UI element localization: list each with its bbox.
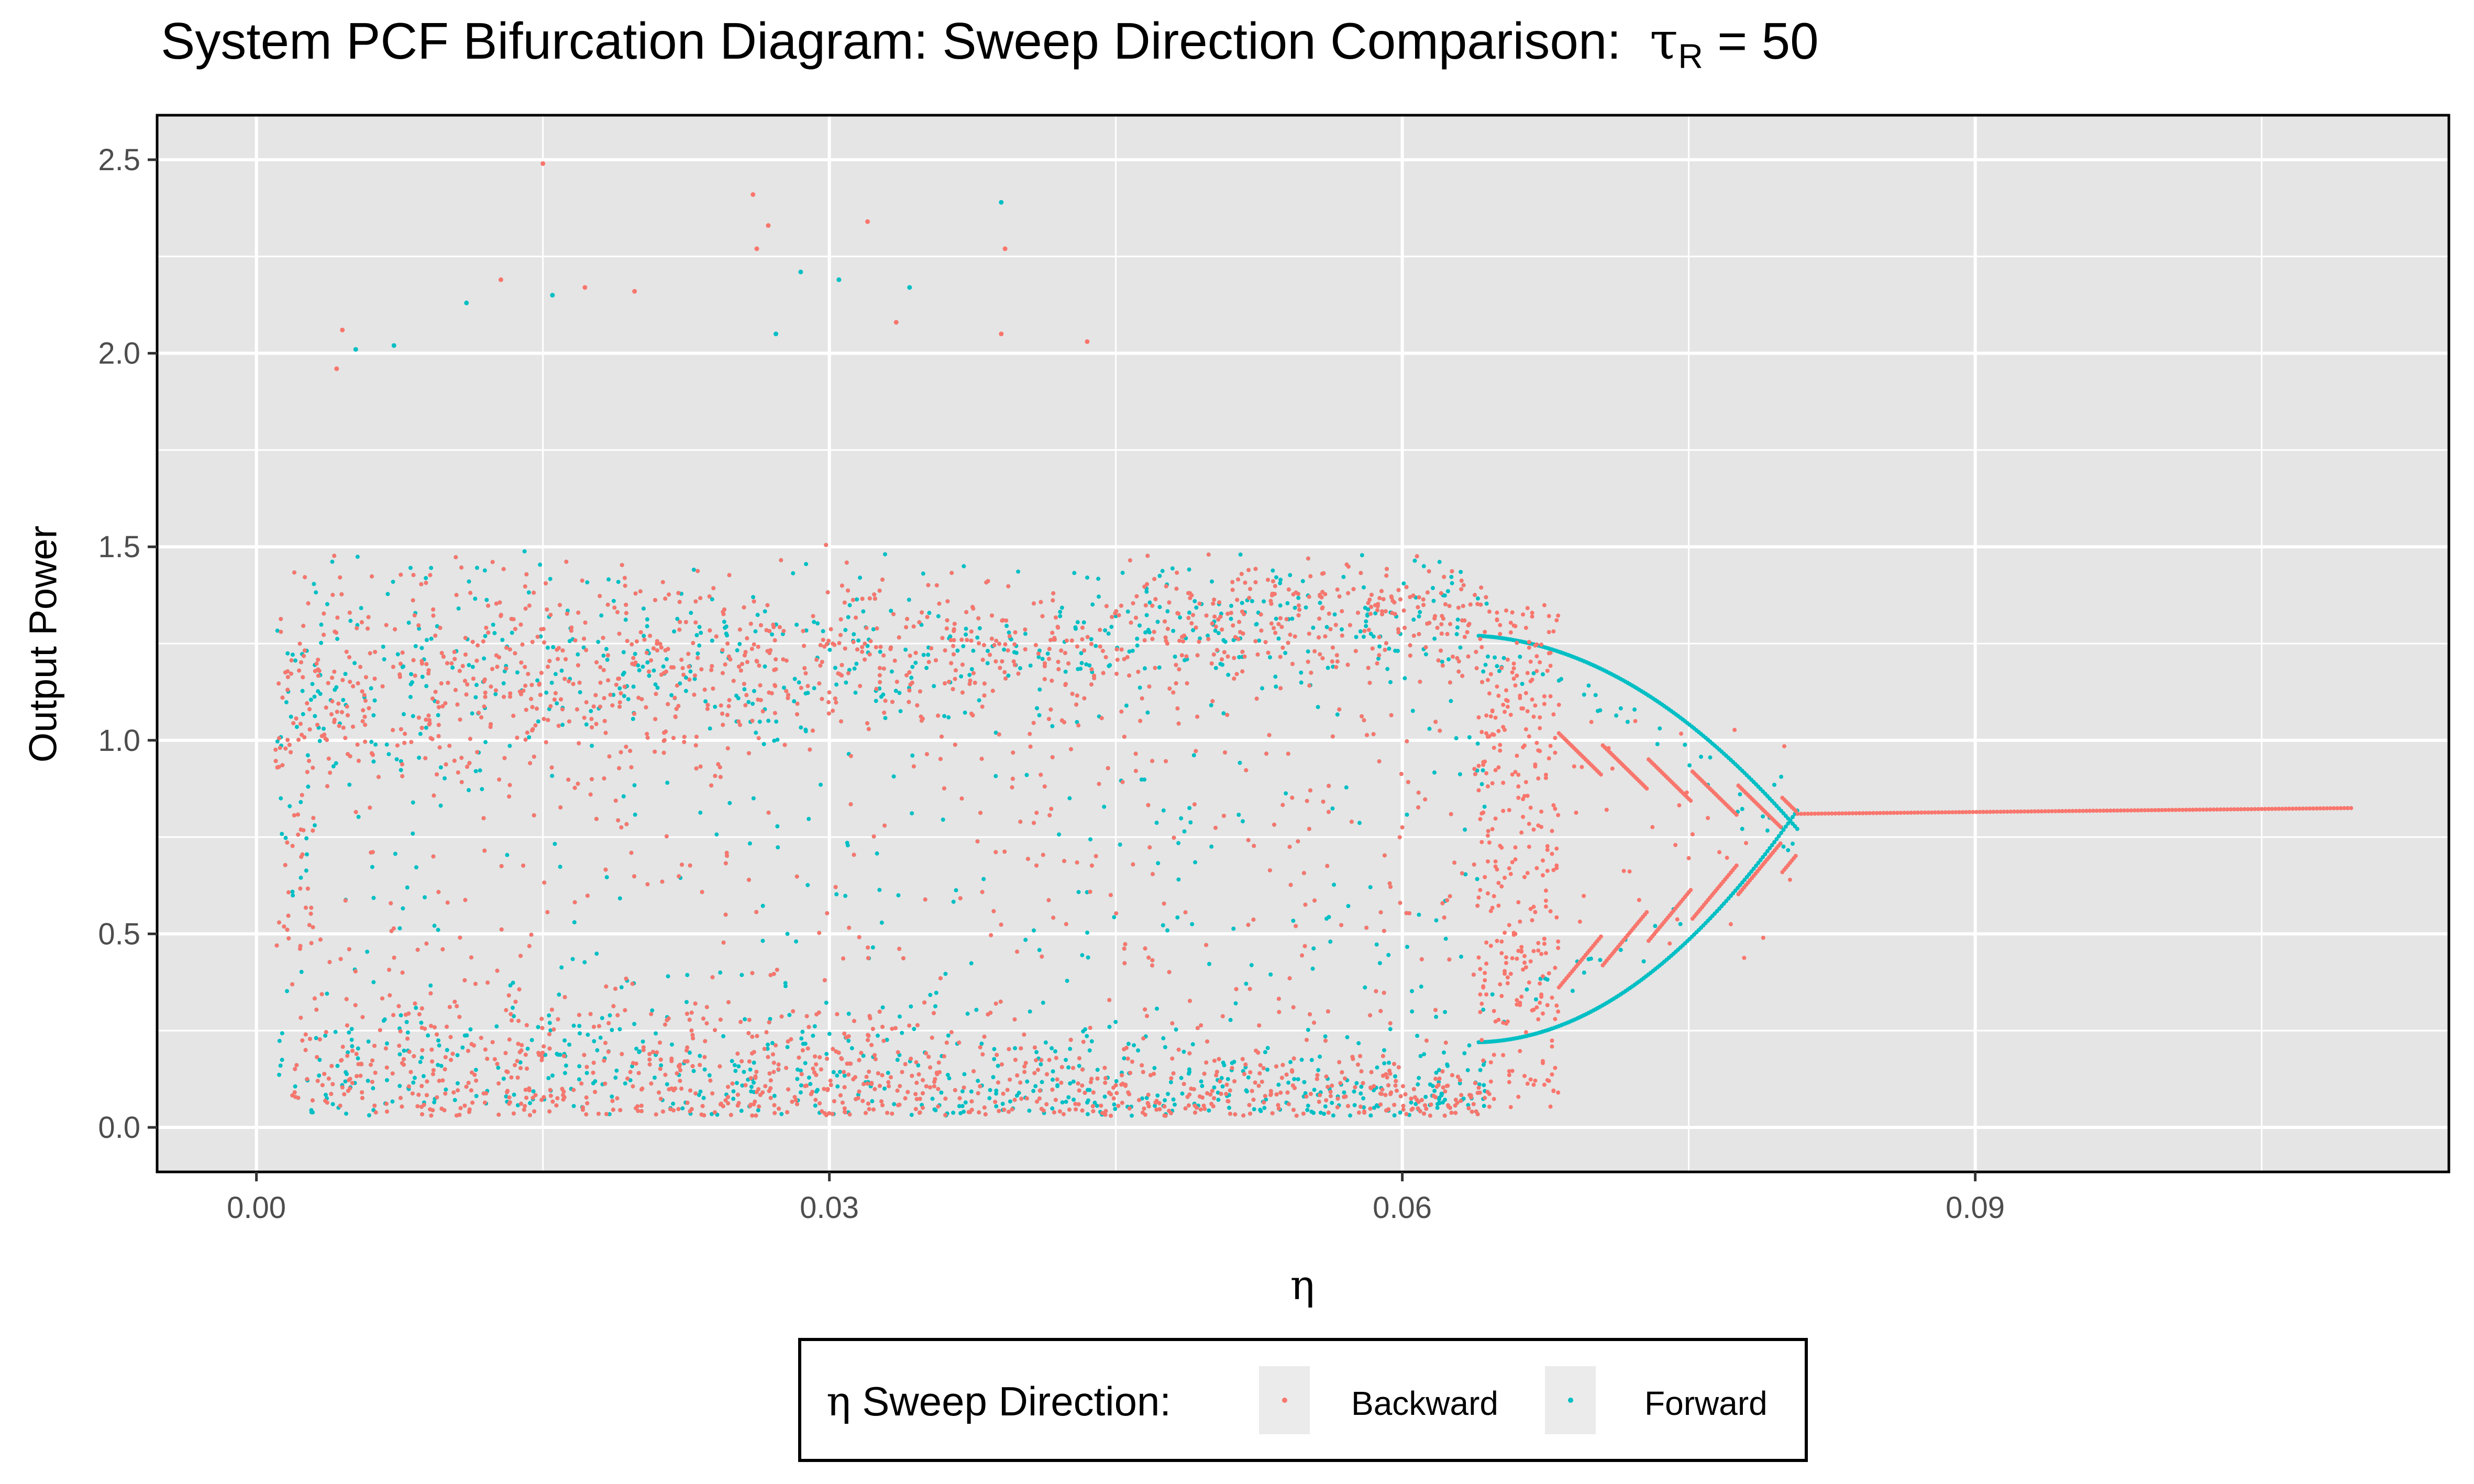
- forward-outlier-point: [999, 200, 1004, 205]
- forward-outlier-point: [550, 293, 555, 298]
- chart-title-symbol: τ: [1650, 12, 1678, 71]
- forward-outlier-point: [907, 285, 912, 290]
- forward-outlier-point: [798, 269, 803, 274]
- legend-dot-backward: [1282, 1398, 1287, 1403]
- legend-label-backward: Backward: [1351, 1385, 1498, 1422]
- chart-title-value: = 50: [1703, 12, 1819, 70]
- backward-outlier-point: [766, 223, 771, 228]
- y-tick-label: 1.0: [98, 724, 140, 758]
- x-tick-label: 0.09: [1946, 1191, 2005, 1225]
- x-tick-label: 0.06: [1373, 1191, 1432, 1225]
- chart-title-text: System PCF Bifurcation Diagram: Sweep Di…: [161, 12, 1621, 70]
- backward-outlier-point: [893, 319, 899, 325]
- legend-title: η Sweep Direction:: [826, 1378, 1171, 1425]
- backward-outlier-point: [498, 277, 503, 282]
- plot-border: [156, 114, 2450, 1173]
- y-tick-label: 0.5: [98, 917, 140, 951]
- axes: 0.00 0.03 0.06 0.09 0.0 0.5 1.0 1.5 2.0 2.5: [98, 143, 2005, 1225]
- legend-dot-forward: [1568, 1398, 1573, 1403]
- backward-outlier-point: [865, 219, 870, 224]
- x-tick-label: 0.00: [227, 1191, 286, 1225]
- x-tick-label: 0.03: [800, 1191, 859, 1225]
- forward-outlier-point: [353, 347, 358, 352]
- chart-title: System PCF Bifurcation Diagram: Sweep Di…: [161, 12, 1819, 76]
- legend: η Sweep Direction: Backward Forward: [798, 1338, 1808, 1462]
- forward-outlier-point: [774, 331, 779, 337]
- backward-outlier-point: [750, 192, 756, 197]
- forward-outlier-point: [836, 277, 842, 282]
- legend-label-forward: Forward: [1644, 1385, 1768, 1422]
- chart-title-subscript: R: [1678, 37, 1703, 75]
- y-axis-label: Output Power: [21, 525, 65, 763]
- legend-title-symbol: η: [826, 1378, 851, 1425]
- backward-outlier-point: [999, 331, 1004, 337]
- backward-outlier-point: [340, 327, 345, 333]
- legend-title-text: Sweep Direction:: [851, 1378, 1172, 1424]
- y-tick-label: 2.0: [98, 337, 140, 371]
- backward-outlier-point: [582, 285, 588, 290]
- data-points: [273, 161, 2354, 1118]
- backward-outlier-point: [1002, 246, 1008, 251]
- y-tick-label: 0.0: [98, 1111, 140, 1145]
- backward-outlier-point: [334, 366, 339, 371]
- forward-outlier-point: [391, 343, 396, 348]
- y-tick-label: 1.5: [98, 530, 140, 564]
- forward-outlier-point: [464, 301, 469, 306]
- backward-outlier-point: [754, 246, 759, 251]
- backward-outlier-point: [540, 161, 546, 166]
- legend-key-backward: [1259, 1366, 1310, 1434]
- legend-key-forward: [1545, 1366, 1596, 1434]
- grid: [157, 115, 2449, 1172]
- x-axis-label: η: [1290, 1262, 1315, 1309]
- y-tick-label: 2.5: [98, 143, 140, 177]
- backward-outlier-point: [632, 289, 637, 294]
- backward-outlier-point: [1085, 339, 1090, 344]
